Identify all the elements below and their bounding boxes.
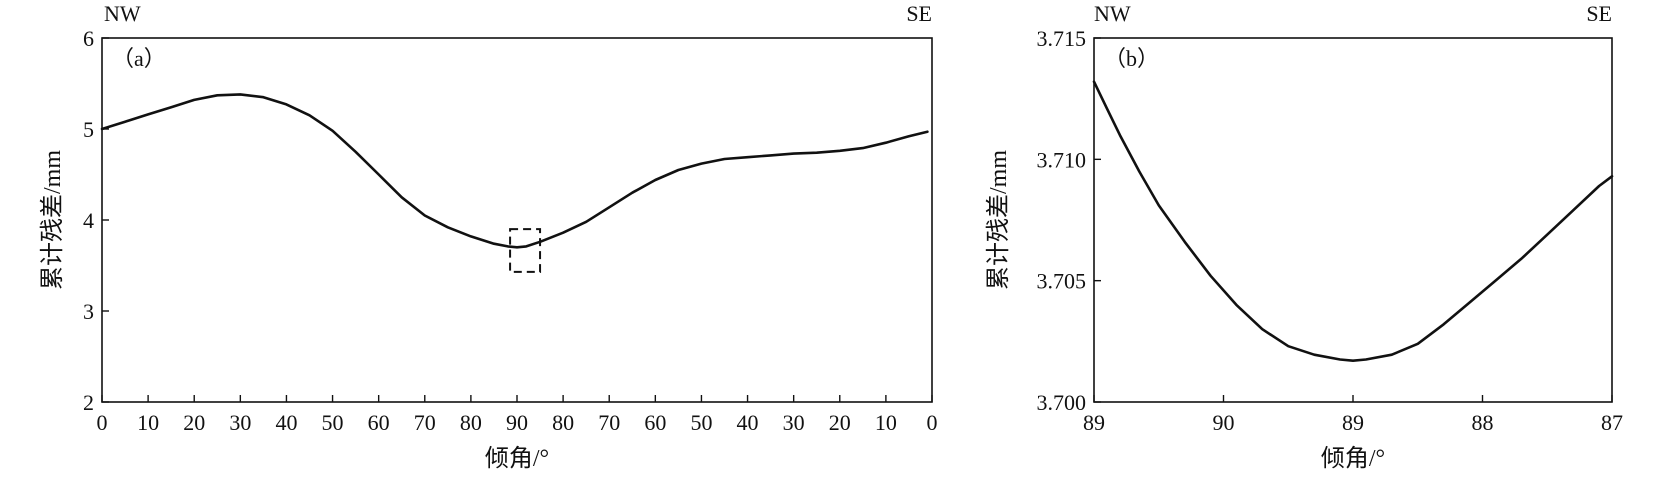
x-tick-label-b: 89 <box>1342 410 1364 435</box>
x-tick-label-a: 30 <box>783 410 805 435</box>
y-tick-label-b: 3.710 <box>1037 147 1087 172</box>
x-tick-label-a: 60 <box>644 410 666 435</box>
panel-label-b: （b） <box>1104 46 1159 71</box>
x-tick-label-a: 10 <box>875 410 897 435</box>
x-tick-label-a: 70 <box>598 410 620 435</box>
x-tick-label-a: 30 <box>229 410 251 435</box>
series-line-a <box>100 93 929 249</box>
x-tick-label-a: 10 <box>137 410 159 435</box>
direction-label-se-a: SE <box>906 1 932 26</box>
x-tick-label-a: 0 <box>927 410 938 435</box>
x-tick-label-a: 80 <box>460 410 482 435</box>
panel-b: 3.700 3.705 3.710 3.715 89 90 89 88 87 （b） NW S… <box>985 1 1623 472</box>
zoom-box <box>509 228 542 273</box>
y-tick-label-a: 3 <box>83 299 94 324</box>
y-tick-label-a: 6 <box>83 26 94 51</box>
series-line-b <box>1092 80 1614 362</box>
x-tick-label-a: 0 <box>97 410 108 435</box>
y-tick-label-b: 3.705 <box>1037 269 1087 294</box>
direction-label-se-b: SE <box>1586 1 1612 26</box>
y-tick-label-b: 3.700 <box>1037 390 1087 415</box>
x-tick-label-a: 70 <box>414 410 436 435</box>
x-tick-label-a: 50 <box>690 410 712 435</box>
x-tick-label-b: 88 <box>1472 410 1494 435</box>
x-axis-title-b: 倾角/° <box>1321 445 1385 472</box>
direction-label-nw-b: NW <box>1094 1 1131 26</box>
y-tick-label-b: 3.715 <box>1037 26 1087 51</box>
x-tick-label-a: 80 <box>552 410 574 435</box>
direction-label-nw-a: NW <box>104 1 141 26</box>
y-axis-a: 2 3 4 5 6 <box>83 26 109 415</box>
x-tick-label-a: 20 <box>829 410 851 435</box>
x-tick-label-b: 89 <box>1083 410 1105 435</box>
x-tick-label-b: 90 <box>1213 410 1235 435</box>
x-tick-label-b: 87 <box>1601 410 1623 435</box>
y-tick-label-a: 5 <box>83 117 94 142</box>
x-tick-label-a: 40 <box>737 410 759 435</box>
plot-frame-b <box>1093 37 1613 403</box>
y-tick-label-a: 4 <box>83 208 94 233</box>
x-tick-label-a: 50 <box>322 410 344 435</box>
x-tick-label-a: 60 <box>368 410 390 435</box>
y-axis-b: 3.700 3.705 3.710 3.715 <box>1037 26 1101 415</box>
x-axis-b: 89 90 89 88 87 <box>1083 395 1623 435</box>
panel-label-a: （a） <box>112 46 166 71</box>
x-axis-a: 0 10 20 30 40 50 60 70 80 90 80 70 60 50 40 30 20 10 0 <box>97 395 938 435</box>
x-tick-label-a: 90 <box>506 410 528 435</box>
x-tick-label-a: 40 <box>275 410 297 435</box>
plot-frame-a <box>101 37 933 403</box>
y-axis-title-a: 累计残差/mm <box>39 150 66 290</box>
panel-a: 2 3 4 5 6 0 10 20 30 40 50 60 70 80 90 80 70 60 50 40 30 20 1… <box>39 1 938 472</box>
y-axis-title-b: 累计残差/mm <box>985 150 1012 290</box>
y-tick-label-a: 2 <box>83 390 94 415</box>
x-tick-label-a: 20 <box>183 410 205 435</box>
x-axis-title-a: 倾角/° <box>485 445 549 472</box>
